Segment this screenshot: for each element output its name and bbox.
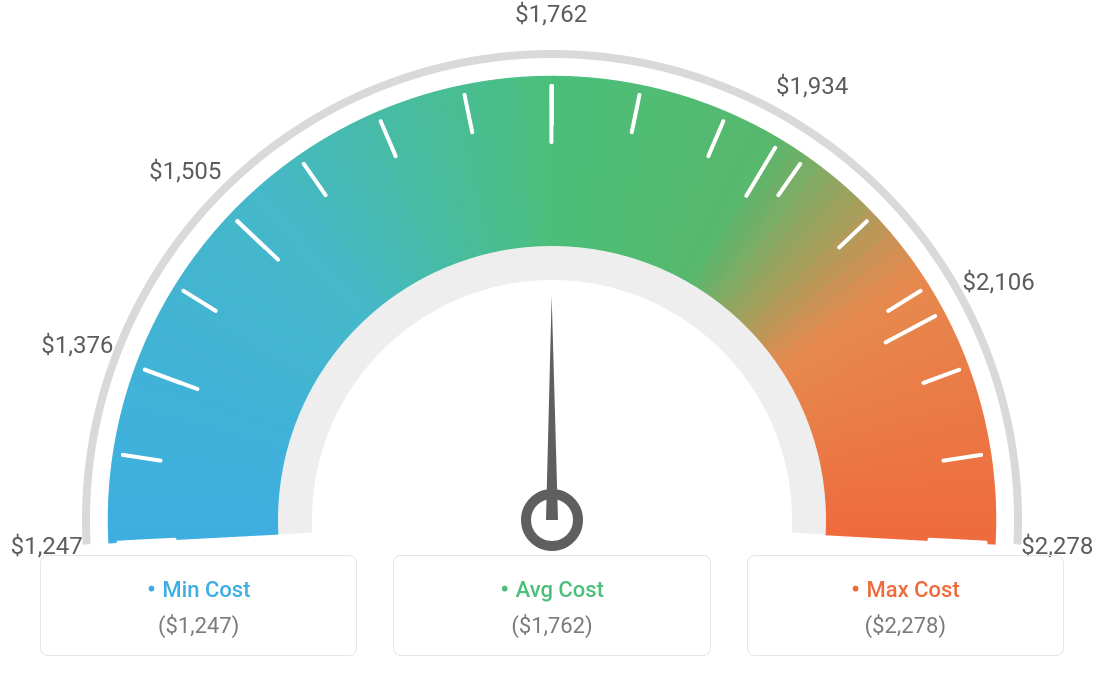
legend-value-max: ($2,278) bbox=[758, 614, 1053, 639]
legend-card-min: Min Cost ($1,247) bbox=[40, 555, 357, 656]
gauge-tick-label: $1,376 bbox=[41, 331, 113, 359]
gauge-tick-label: $1,934 bbox=[776, 72, 848, 100]
legend-title-avg-text: Avg Cost bbox=[516, 578, 604, 603]
legend-title-min-text: Min Cost bbox=[162, 578, 250, 603]
legend: Min Cost ($1,247) Avg Cost ($1,762) Max … bbox=[0, 555, 1104, 656]
legend-card-avg: Avg Cost ($1,762) bbox=[393, 555, 710, 656]
legend-value-avg: ($1,762) bbox=[404, 614, 699, 639]
gauge-chart: $1,247$1,376$1,505$1,762$1,934$2,106$2,2… bbox=[0, 0, 1104, 560]
legend-title-avg: Avg Cost bbox=[404, 574, 699, 604]
legend-value-min: ($1,247) bbox=[51, 614, 346, 639]
gauge-tick-label: $1,762 bbox=[515, 0, 587, 28]
legend-title-min: Min Cost bbox=[51, 574, 346, 604]
legend-title-max: Max Cost bbox=[758, 574, 1053, 604]
gauge-tick-label: $1,505 bbox=[149, 157, 221, 185]
gauge-tick-label: $2,106 bbox=[963, 268, 1035, 296]
legend-card-max: Max Cost ($2,278) bbox=[747, 555, 1064, 656]
legend-title-max-text: Max Cost bbox=[867, 578, 960, 603]
gauge-svg bbox=[0, 0, 1104, 560]
